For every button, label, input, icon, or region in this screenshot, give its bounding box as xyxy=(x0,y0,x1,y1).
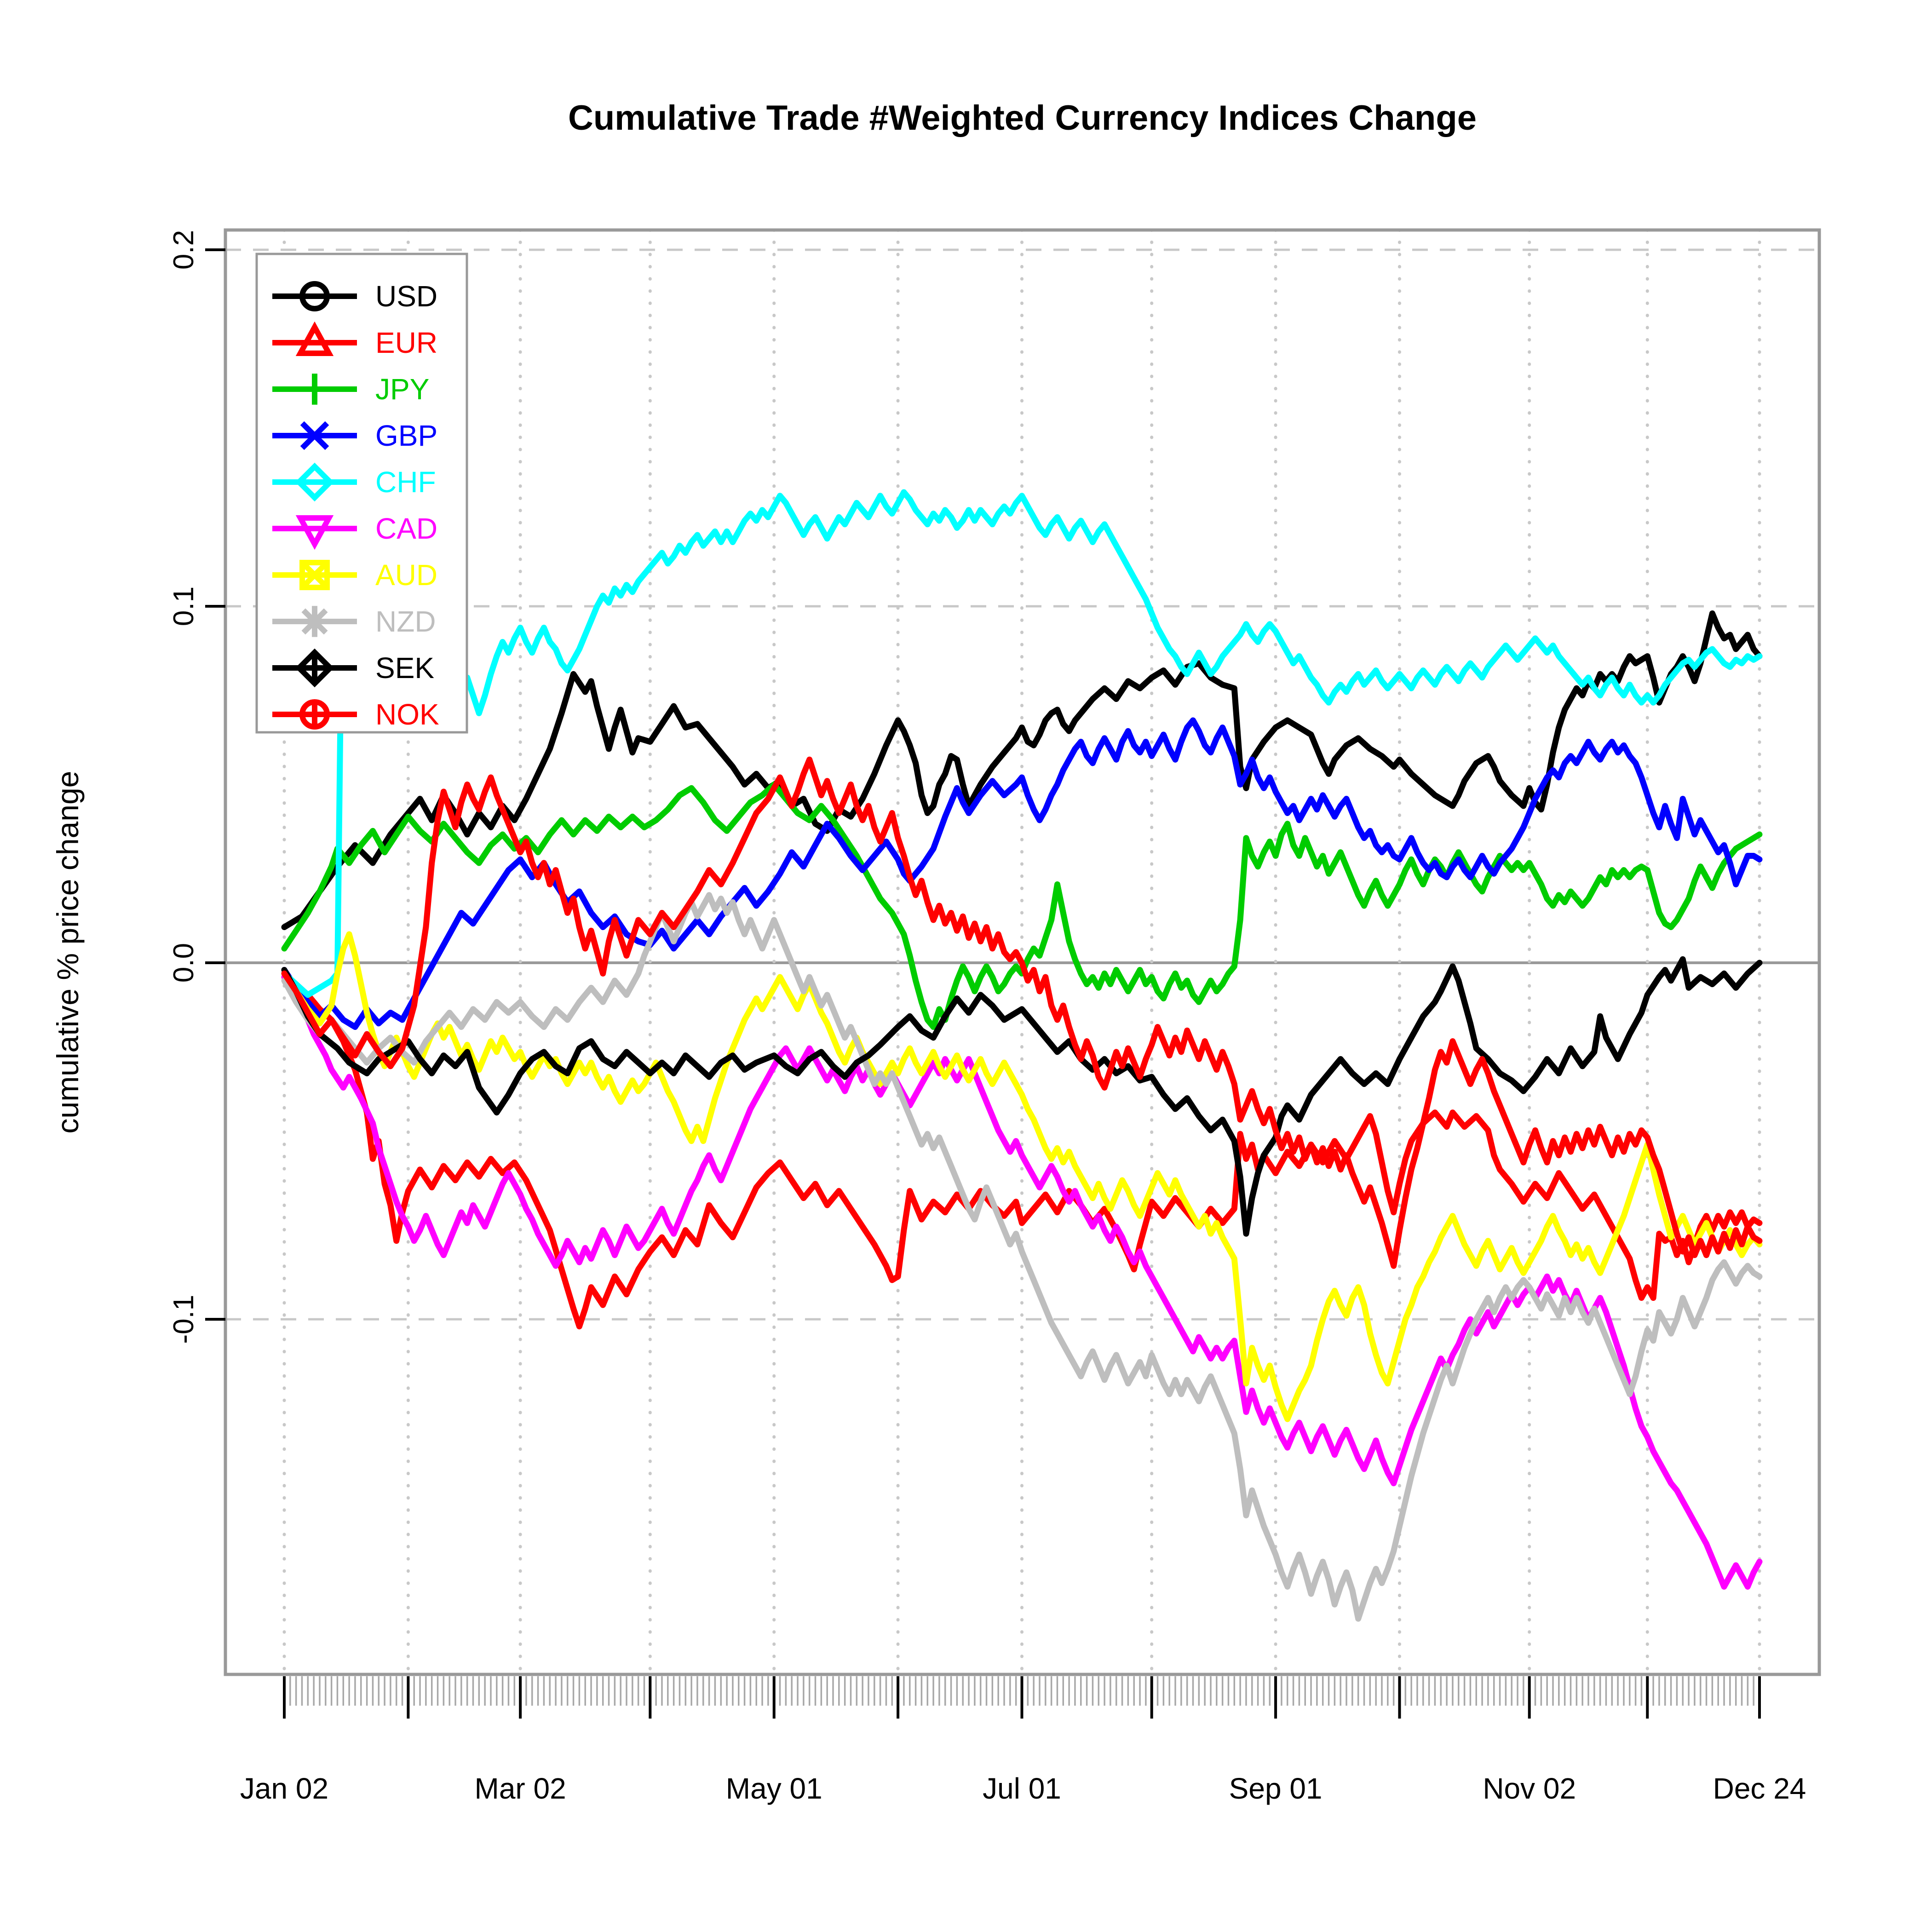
legend-item-EUR xyxy=(272,321,357,356)
series-SEK xyxy=(281,956,1763,1237)
y-tick-label: 0.1 xyxy=(168,586,200,626)
y-tick-label: 0.0 xyxy=(168,943,200,983)
x-tick-label: Nov 02 xyxy=(1483,1772,1576,1805)
y-tick-label: -0.1 xyxy=(168,1295,200,1344)
x-tick-label: Jul 01 xyxy=(983,1772,1061,1805)
legend-label-NZD: NZD xyxy=(375,605,436,638)
legend-item-NOK xyxy=(272,699,357,730)
y-tick-label: 0.2 xyxy=(168,230,200,270)
x-axis: Jan 02 Mar 02 May 01 Jul 01 Sep 01 Nov 02 Dec … xyxy=(240,1676,1806,1805)
legend-label-GBP: GBP xyxy=(375,419,437,452)
legend-label-AUD: AUD xyxy=(375,558,437,592)
legend-item-SEK xyxy=(272,648,357,688)
series-NOK xyxy=(281,756,1763,1269)
series-AUD xyxy=(281,931,1763,1422)
legend-item-GBP xyxy=(272,421,357,450)
series-JPY xyxy=(281,782,1763,1030)
legend-label-CHF: CHF xyxy=(375,466,436,499)
legend-label-JPY: JPY xyxy=(375,373,429,406)
grid-vertical xyxy=(282,228,1761,1676)
x-tick-label: Dec 24 xyxy=(1713,1772,1806,1805)
series-USD xyxy=(281,610,1763,930)
legend-label-SEK: SEK xyxy=(375,651,434,684)
page-title: Cumulative Trade #Weighted Currency Indi… xyxy=(568,98,1477,138)
legend-label-USD: USD xyxy=(375,280,437,313)
legend-item-CHF xyxy=(272,462,357,502)
legend-label-EUR: EUR xyxy=(375,326,437,359)
legend-label-NOK: NOK xyxy=(375,698,439,731)
legend: USD EUR JPY GBP CHF CAD AUD NZD SEK NOK xyxy=(255,253,468,734)
x-tick-label: Jan 02 xyxy=(240,1772,328,1805)
series-group xyxy=(281,468,1763,1622)
legend-item-JPY xyxy=(272,374,357,405)
x-tick-label: Sep 01 xyxy=(1229,1772,1322,1805)
x-tick-label: Mar 02 xyxy=(475,1772,566,1805)
legend-label-CAD: CAD xyxy=(375,512,437,545)
series-CHF xyxy=(281,468,1763,998)
legend-box xyxy=(255,253,468,734)
x-tick-label: May 01 xyxy=(726,1772,822,1805)
legend-item-CAD xyxy=(272,515,357,550)
legend-item-NZD xyxy=(272,606,357,637)
legend-item-AUD xyxy=(272,560,357,590)
series-NZD xyxy=(281,892,1763,1622)
plot-box xyxy=(224,228,1821,1676)
legend-item-USD xyxy=(272,281,357,311)
y-axis-title: cumulative % price change xyxy=(51,771,85,1134)
series-GBP xyxy=(281,717,1763,1030)
series-CAD xyxy=(281,974,1763,1590)
y-axis: 0.2 0.1 0.0 -0.1 cumulative % price change xyxy=(51,230,225,1344)
